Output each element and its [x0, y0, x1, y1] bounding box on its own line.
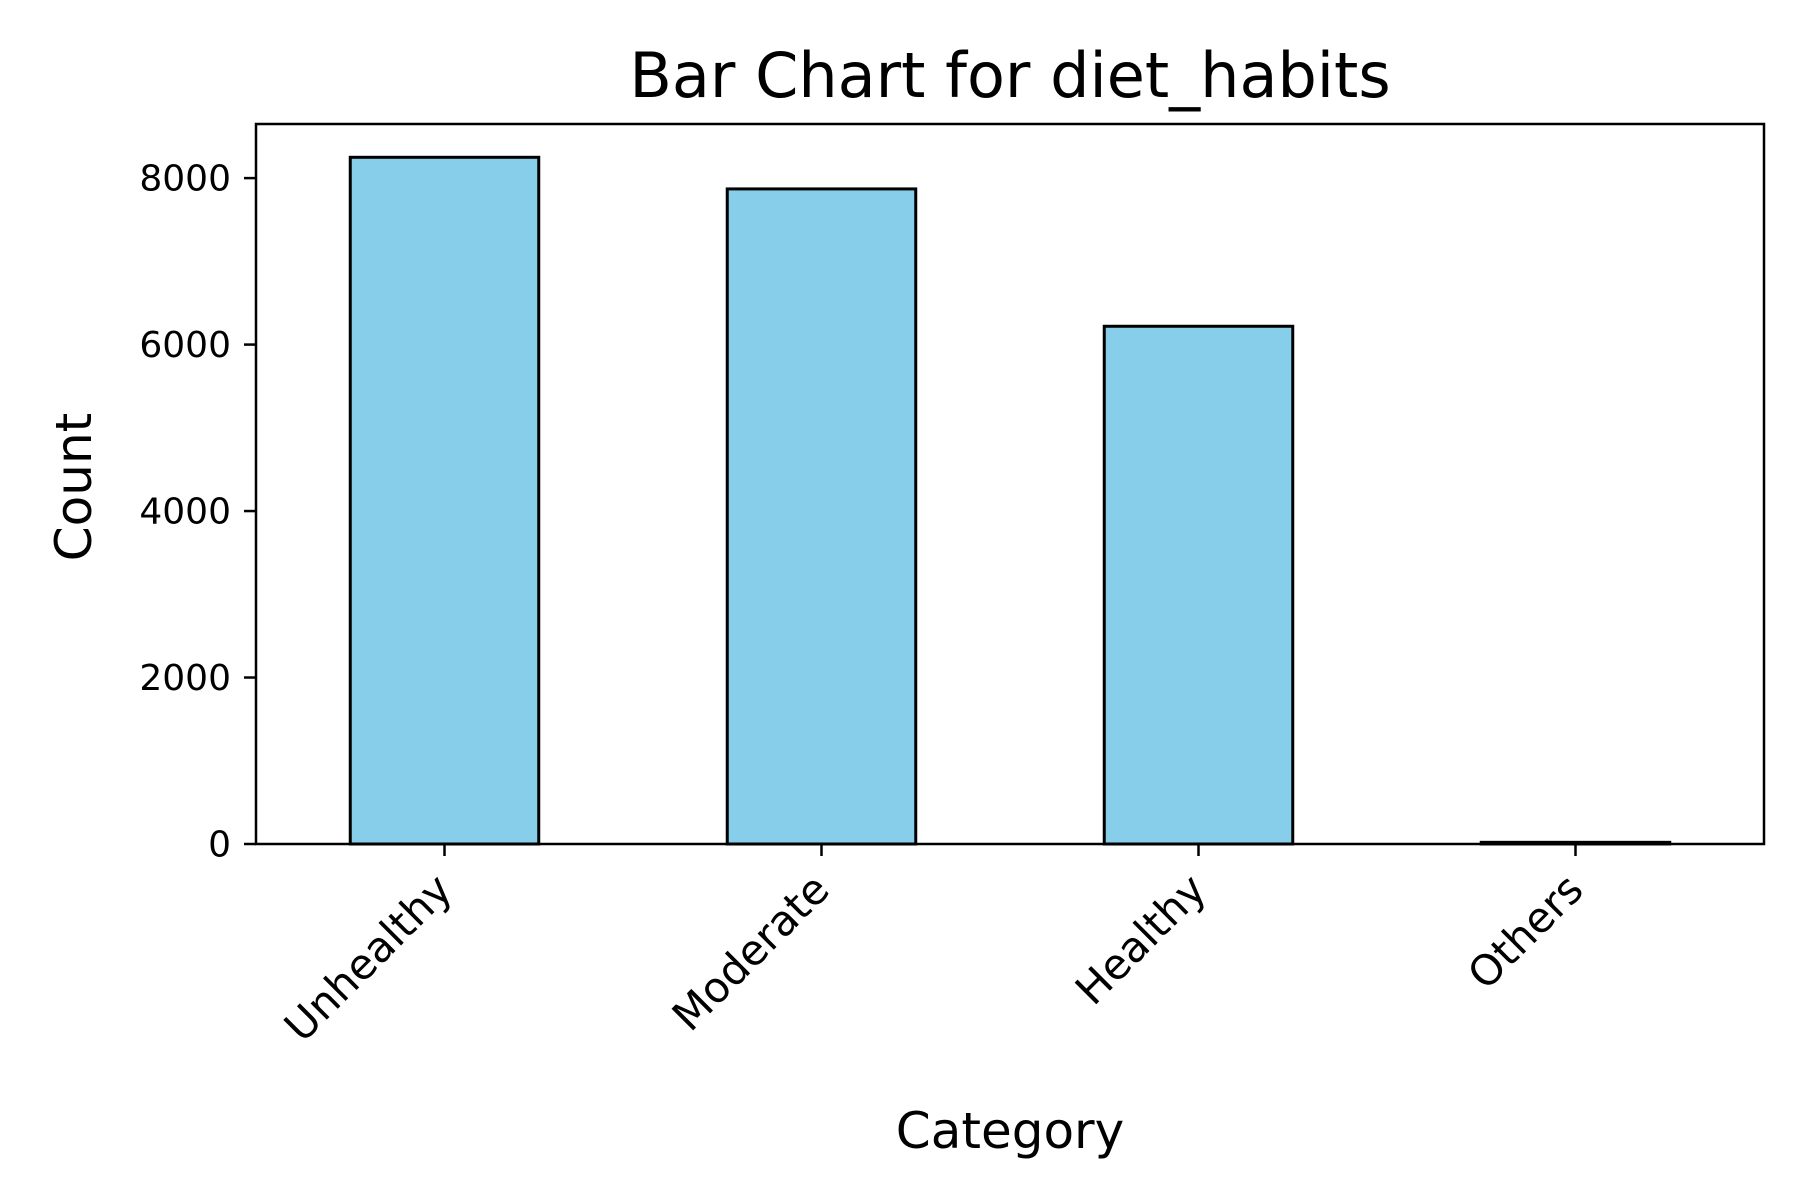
chart-title: Bar Chart for diet_habits — [629, 39, 1390, 112]
x-tick-label-healthy: Healthy — [1066, 864, 1216, 1014]
bar-healthy — [1102, 324, 1295, 846]
x-tick-label-unhealthy: Unhealthy — [275, 864, 462, 1051]
bar-unhealthy — [348, 155, 541, 846]
x-tick-label-others: Others — [1458, 864, 1592, 998]
y-tick-label: 0 — [208, 825, 231, 866]
x-axis: Unhealthy Moderate Healthy Others — [275, 844, 1593, 1051]
x-tick-label-moderate: Moderate — [663, 864, 839, 1040]
y-axis: 0 2000 4000 6000 8000 — [139, 159, 256, 866]
y-tick-label: 2000 — [139, 658, 231, 699]
y-tick-label: 8000 — [139, 159, 231, 200]
x-axis-label: Category — [896, 1102, 1124, 1160]
bars-layer — [348, 155, 1672, 846]
y-tick-label: 4000 — [139, 492, 231, 533]
bar-moderate — [725, 187, 918, 846]
y-axis-label: Count — [45, 413, 103, 562]
plot-frame — [254, 122, 1766, 846]
y-tick-label: 6000 — [139, 325, 231, 366]
bar-others — [1479, 840, 1672, 846]
plot-area: 0 2000 4000 6000 8000 Unhealthy Moderate Healt… — [139, 122, 1766, 1051]
